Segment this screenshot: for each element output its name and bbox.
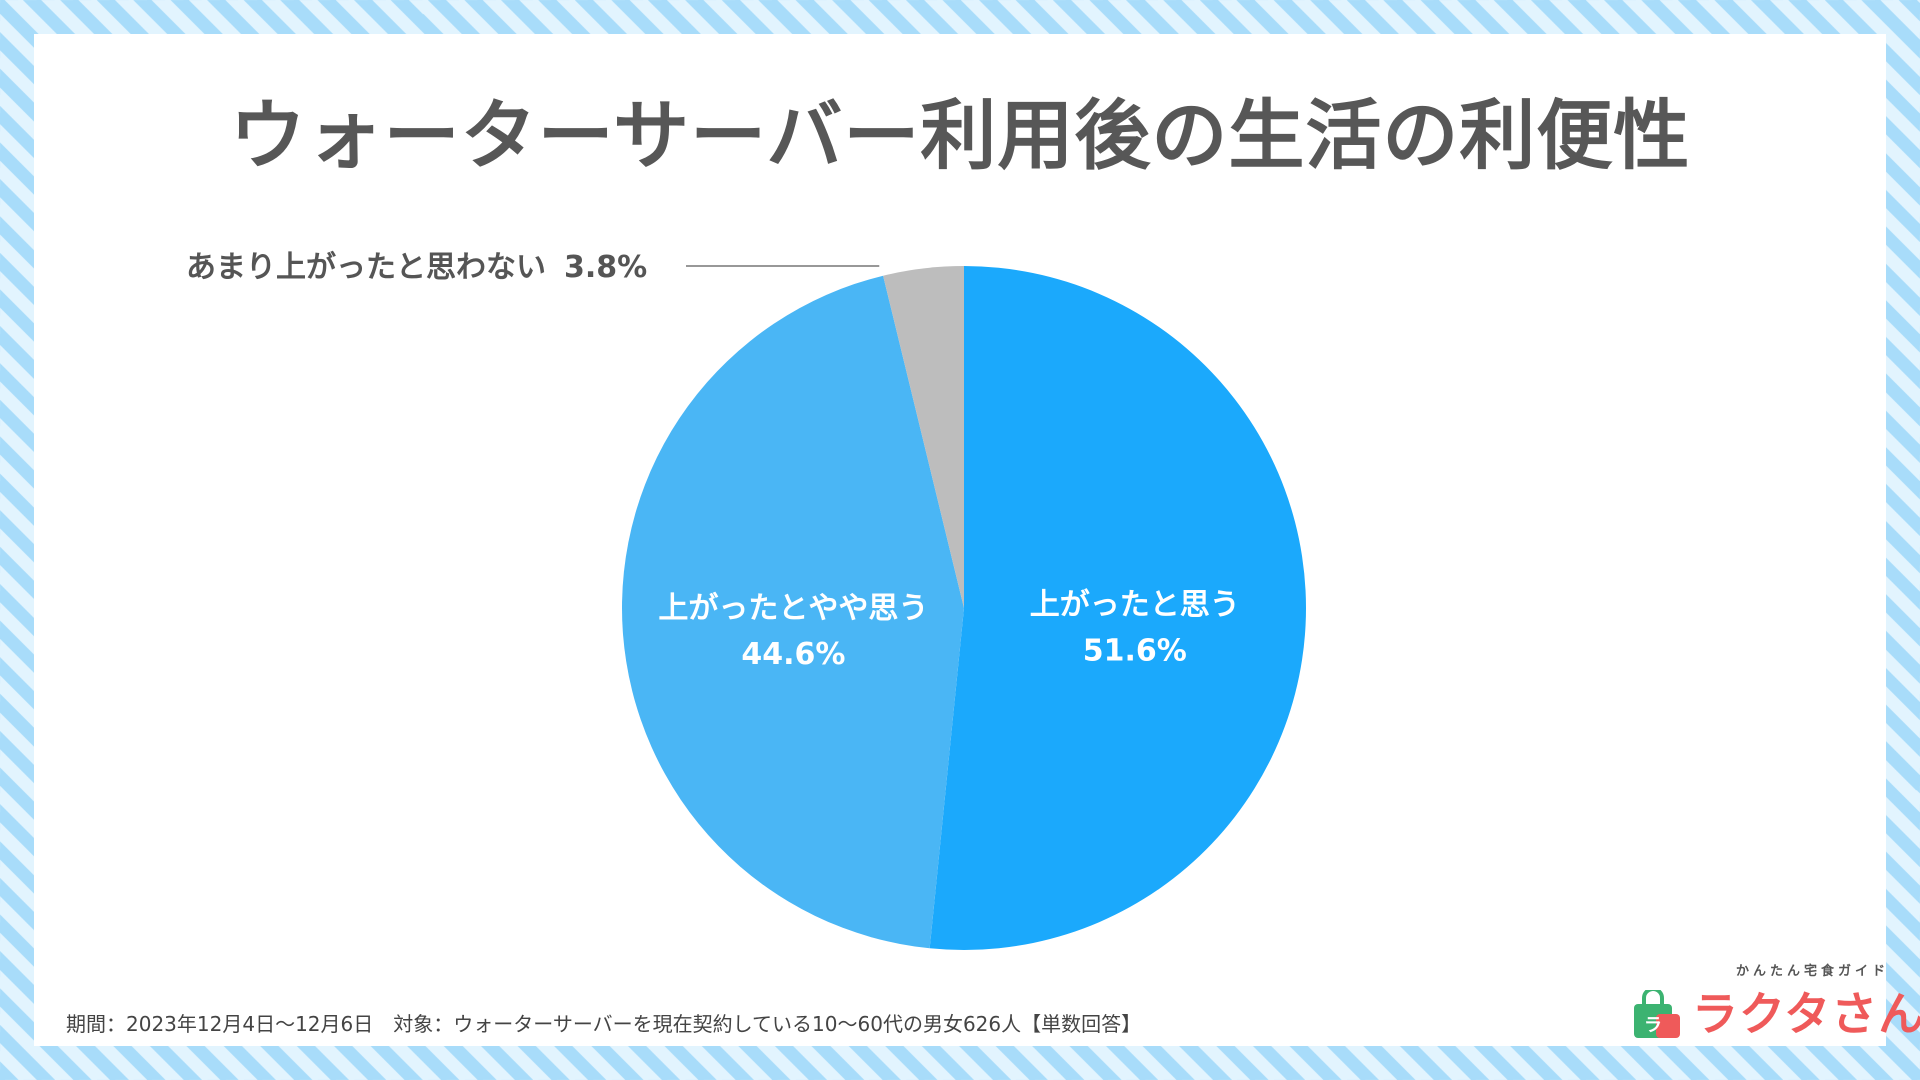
shopping-bag-icon: ラ [1634, 990, 1680, 1038]
logo-tagline: かんたん宅食ガイド [1736, 964, 1890, 979]
brand-logo: かんたん宅食ガイド ラ ラクタさん [1616, 960, 1920, 1060]
logo-name: ラクタさん [1692, 987, 1920, 1041]
pie-slice-3 [883, 266, 964, 608]
pie-slice-1 [929, 266, 1307, 951]
survey-footnote: 期間：2023年12月4日〜12月6日 対象：ウォーターサーバーを現在契約してい… [66, 1012, 1142, 1036]
slice-label-text-3: あまり上がったと思わない [186, 250, 546, 285]
slice-value-3: 3.8% [564, 250, 647, 285]
pie-slice-2 [622, 275, 964, 949]
chart-card: ウォーターサーバー利用後の生活の利便性 上がったと思う 51.6% 上がったとやや思… [34, 34, 1920, 1046]
pie-chart: 上がったと思う 51.6% 上がったとやや思う 44.6% あまり上がったと思わない 3.… [186, 250, 1307, 951]
slice-label-1: 上がったと思う [1030, 588, 1240, 623]
slice-label-3: あまり上がったと思わない 3.8% [186, 250, 647, 285]
slice-label-2: 上がったとやや思う [658, 591, 928, 626]
slice-value-1: 51.6% [1083, 634, 1187, 669]
logo-mark-text: ラ [1644, 1015, 1662, 1036]
chart-title: ウォーターサーバー利用後の生活の利便性 [229, 91, 1691, 180]
slice-value-2: 44.6% [741, 637, 845, 672]
